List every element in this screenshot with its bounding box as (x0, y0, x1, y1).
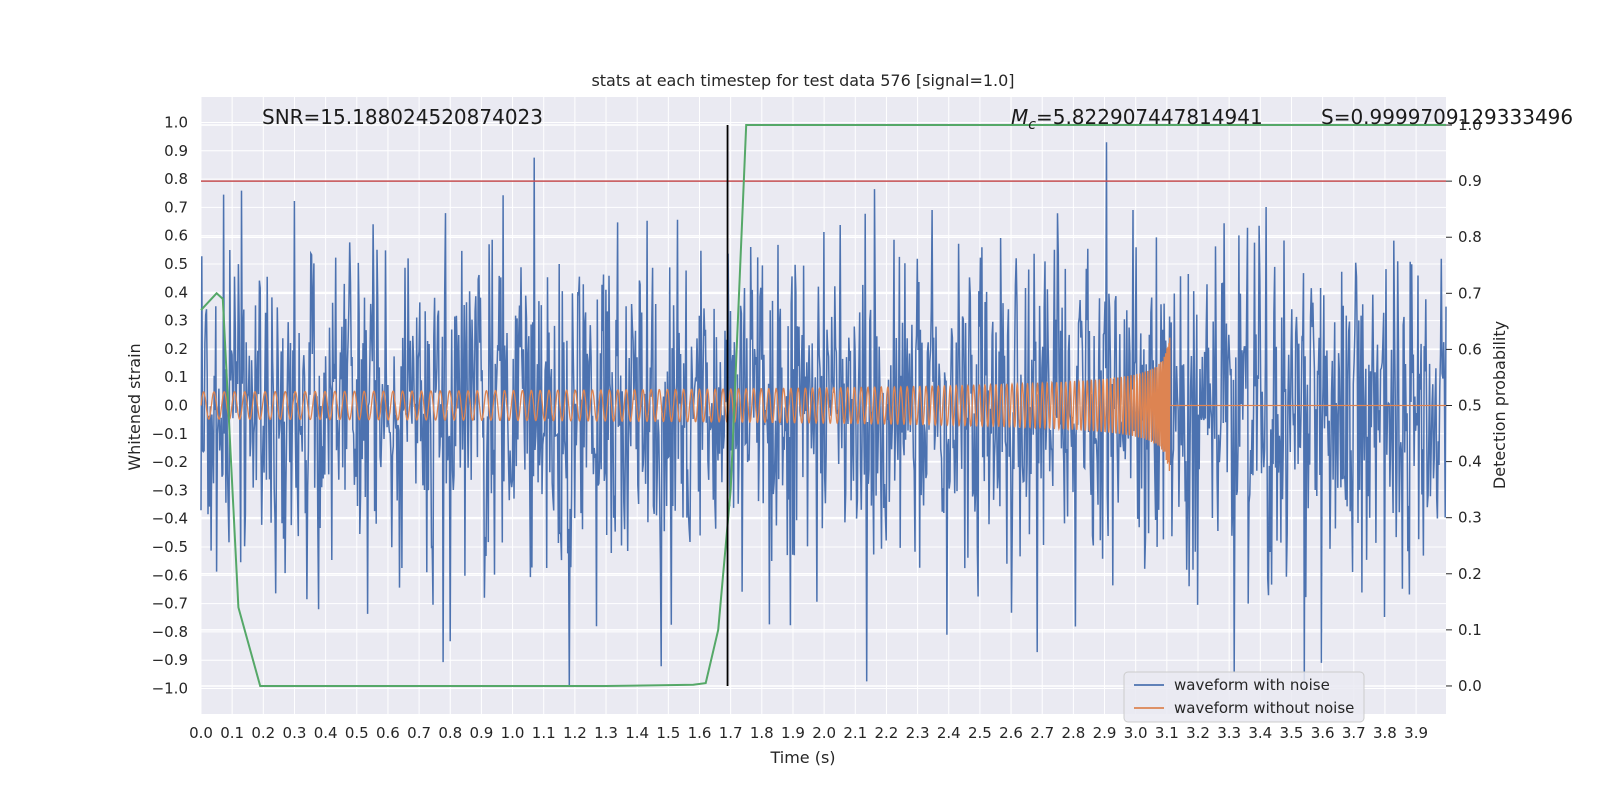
y-tick-label: 0.6 (164, 227, 188, 245)
legend: waveform with noise waveform without noi… (1123, 671, 1365, 723)
x-tick-label: 0.8 (438, 724, 462, 742)
x-tick-label: 2.2 (875, 724, 899, 742)
legend-label-signal: waveform without noise (1174, 699, 1354, 717)
detection-probability-line (200, 124, 1446, 687)
y-tick-label: 0.4 (164, 283, 188, 301)
chart-title: stats at each timestep for test data 576… (591, 71, 1014, 90)
x-tick-label: 1.4 (625, 724, 649, 742)
y-tick-label: −0.8 (152, 623, 188, 641)
y2-tick-label: 0.0 (1458, 677, 1482, 695)
x-tick-label: 0.3 (283, 724, 307, 742)
y2-tick-label: 0.1 (1458, 621, 1482, 639)
legend-box (1123, 671, 1365, 723)
y2-tick-label: 0.8 (1458, 228, 1482, 246)
x-axis-label: Time (s) (769, 748, 835, 767)
x-tick-label: 1.3 (594, 724, 618, 742)
y-tick-label: 1.0 (164, 113, 188, 131)
chirp-mass-subscript: c (1028, 117, 1036, 133)
y2-tick-label: 0.3 (1458, 509, 1482, 527)
x-tick-label: 2.7 (1030, 724, 1054, 742)
x-tick-label: 0.5 (345, 724, 369, 742)
legend-label-noise: waveform with noise (1174, 676, 1330, 694)
y2-tick-label: 0.7 (1458, 284, 1482, 302)
y2-axis-label: Detection probability (1490, 321, 1509, 489)
noise-waveform-line (200, 142, 1447, 687)
clean-waveform-line (200, 337, 1446, 472)
x-tick-label: 2.5 (968, 724, 992, 742)
y2-tick-label: 1.0 (1458, 116, 1482, 134)
x-tick-label: 3.7 (1342, 724, 1366, 742)
y-tick-label: −0.1 (152, 425, 188, 443)
y-axis-label: Whitened strain (125, 343, 144, 470)
y-tick-label: 0.3 (164, 312, 188, 330)
x-tick-label: 1.6 (688, 724, 712, 742)
y2-tick-label: 0.9 (1458, 172, 1482, 190)
x-tick-label: 0.1 (220, 724, 244, 742)
y-tick-label: −1.0 (152, 680, 188, 698)
y-tick-label: −0.4 (152, 510, 188, 528)
snr-annotation: SNR=15.188024520874023 (262, 105, 543, 129)
x-tick-label: 0.6 (376, 724, 400, 742)
chirp-mass-symbol: M (1011, 105, 1028, 129)
x-tick-label: 0.4 (314, 724, 338, 742)
y-tick-label: −0.9 (152, 651, 188, 669)
x-tick-label: 1.5 (656, 724, 680, 742)
y2-tick-label: 0.2 (1458, 565, 1482, 583)
x-tick-label: 0.9 (469, 724, 493, 742)
x-tick-label: 3.2 (1186, 724, 1210, 742)
x-tick-label: 0.7 (407, 724, 431, 742)
x-tick-label: 3.8 (1373, 724, 1397, 742)
x-tick-label: 1.9 (781, 724, 805, 742)
y2-tick-label: 0.5 (1458, 397, 1482, 415)
x-tick-label: 1.1 (532, 724, 556, 742)
x-tick-label: 3.1 (1155, 724, 1179, 742)
grid-lines (200, 97, 1446, 714)
x-tick-label: 3.6 (1311, 724, 1335, 742)
y-tick-label: 0.0 (164, 397, 188, 415)
y2-tick-label: 0.6 (1458, 340, 1482, 358)
x-tick-label: 2.3 (906, 724, 930, 742)
x-tick-label: 0.0 (189, 724, 213, 742)
y-tick-label: −0.6 (152, 566, 188, 584)
y-tick-label: 0.1 (164, 368, 188, 386)
y-tick-label: 0.5 (164, 255, 188, 273)
x-tick-label: 2.6 (999, 724, 1023, 742)
x-tick-label: 0.2 (251, 724, 275, 742)
x-tick-label: 3.5 (1280, 724, 1304, 742)
x-tick-label: 1.8 (750, 724, 774, 742)
y2-tick-label: 0.4 (1458, 453, 1482, 471)
chirp-mass-annotation: Mc=5.822907447814941 (1011, 105, 1263, 133)
x-tick-label: 3.0 (1124, 724, 1148, 742)
y-tick-label: 0.8 (164, 170, 188, 188)
x-tick-label: 1.2 (563, 724, 587, 742)
y-tick-label: −0.5 (152, 538, 188, 556)
y-tick-label: 0.2 (164, 340, 188, 358)
x-tick-label: 2.0 (812, 724, 836, 742)
y-tick-label: −0.2 (152, 453, 188, 471)
chirp-mass-value: =5.822907447814941 (1036, 105, 1263, 129)
x-tick-label: 2.1 (843, 724, 867, 742)
y-tick-label: 0.9 (164, 142, 188, 160)
x-tick-label: 1.0 (501, 724, 525, 742)
x-tick-label: 2.9 (1093, 724, 1117, 742)
x-tick-label: 2.4 (937, 724, 961, 742)
y-tick-label: 0.7 (164, 198, 188, 216)
x-tick-label: 3.9 (1404, 724, 1428, 742)
x-tick-label: 1.7 (719, 724, 743, 742)
x-tick-label: 3.4 (1248, 724, 1272, 742)
y-tick-label: −0.7 (152, 595, 188, 613)
x-tick-label: 3.3 (1217, 724, 1241, 742)
score-annotation: S=0.9999709129333496 (1321, 105, 1573, 129)
y-tick-label: −0.3 (152, 481, 188, 499)
x-tick-label: 2.8 (1061, 724, 1085, 742)
